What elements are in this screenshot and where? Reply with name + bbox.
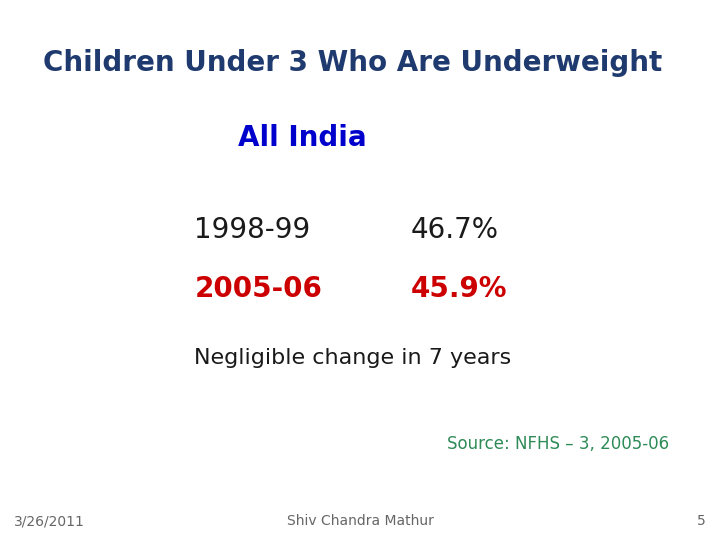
Text: 3/26/2011: 3/26/2011 [14,514,85,528]
Text: 46.7%: 46.7% [410,216,498,244]
Text: 2005-06: 2005-06 [194,275,323,303]
Text: All India: All India [238,124,366,152]
Text: Children Under 3 Who Are Underweight: Children Under 3 Who Are Underweight [43,49,662,77]
Text: Source: NFHS – 3, 2005-06: Source: NFHS – 3, 2005-06 [447,435,670,453]
Text: 1998-99: 1998-99 [194,216,310,244]
Text: 5: 5 [697,514,706,528]
Text: 45.9%: 45.9% [410,275,507,303]
Text: Shiv Chandra Mathur: Shiv Chandra Mathur [287,514,433,528]
Text: Negligible change in 7 years: Negligible change in 7 years [194,348,512,368]
